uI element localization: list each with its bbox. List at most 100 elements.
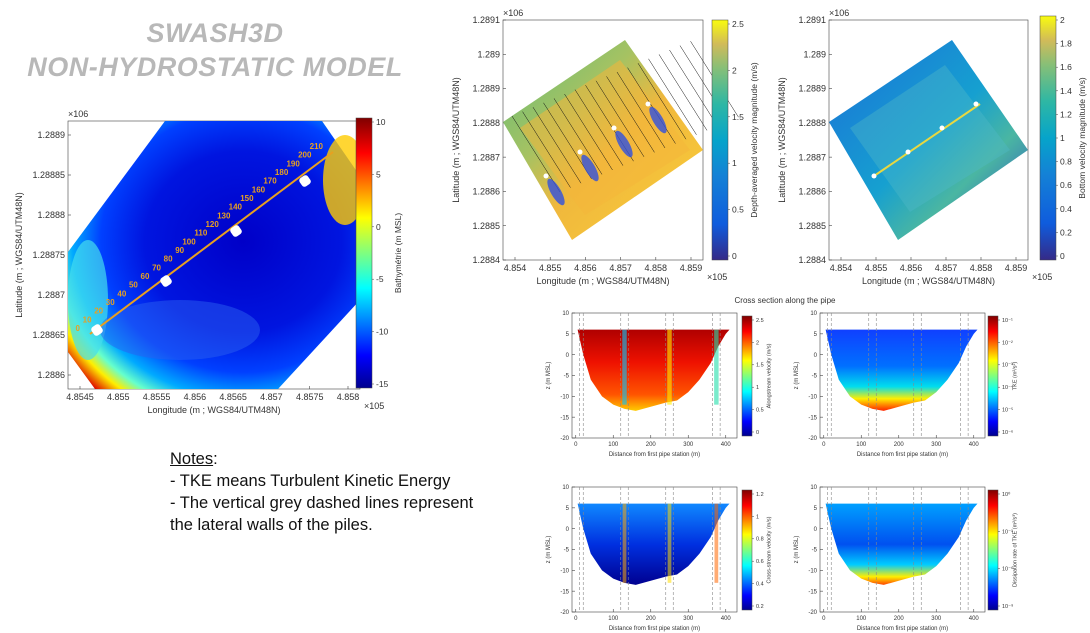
velocity-arrow xyxy=(532,107,582,184)
dissipation-ytick-label: 10 xyxy=(810,485,817,491)
pipe-station-label: 210 xyxy=(310,142,324,151)
depth-avg-velocity-xlabel: Longitude (m ; WGS84/UTM48N) xyxy=(536,276,669,286)
tke-xtick-label: 300 xyxy=(931,442,942,448)
bathymetry-colorbar-tick-label: 10 xyxy=(376,117,386,127)
bathymetry-xtick-label: 4.8565 xyxy=(219,392,247,402)
pipe-station-label: 160 xyxy=(252,185,266,194)
depth-avg-velocity-y-exponent: ×106 xyxy=(503,8,523,18)
depth-avg-velocity-xtick-label: 4.855 xyxy=(539,263,562,273)
pile-marker xyxy=(871,173,877,179)
bottom-velocity-colorbar-tick-label: 1.4 xyxy=(1060,86,1072,96)
tke-xtick-label: 200 xyxy=(894,442,905,448)
pipe-station-label: 180 xyxy=(275,168,289,177)
tke-chart: 0 100 200 300 400 10 5 0 -5 -10 -15 -20 Distance fro… xyxy=(794,311,1019,458)
tke-field xyxy=(825,329,978,411)
pipe-station-label: 10 xyxy=(83,315,92,324)
depth-avg-velocity-xtick-label: 4.854 xyxy=(504,263,527,273)
dissipation-xtick-label: 200 xyxy=(894,616,905,622)
pipe-station-label: 200 xyxy=(298,151,312,160)
tke-ytick-label: -10 xyxy=(808,394,817,400)
alongstream-field xyxy=(577,329,730,411)
alongstream-ytick-label: -15 xyxy=(560,415,569,421)
pile-marker xyxy=(973,101,979,107)
pile-marker xyxy=(939,125,945,131)
depth-avg-velocity-ytick-label: 1.2886 xyxy=(472,187,500,197)
cross-stream-colorbar-tick-label: 1.2 xyxy=(756,492,764,498)
alongstream-xtick-label: 0 xyxy=(574,442,578,448)
dissipation-xtick-label: 400 xyxy=(969,616,980,622)
pipe-station-label: 50 xyxy=(129,281,138,290)
depth-avg-velocity-chart: 4.854 4.855 4.856 4.857 4.858 4.8591.28911.28… xyxy=(451,8,759,286)
bathymetry-xtick-label: 4.855 xyxy=(107,392,130,402)
dissipation-ytick-label: -20 xyxy=(808,610,817,616)
dissipation-xlabel: Distance from first pipe station (m) xyxy=(857,626,948,632)
alongstream-colorbar-tick-label: 1 xyxy=(756,385,759,391)
depth-avg-velocity-ytick-label: 1.2889 xyxy=(472,84,500,94)
bathymetry-colorbar-tick-label: 5 xyxy=(376,169,381,179)
depth-avg-velocity-xtick-label: 4.858 xyxy=(645,263,668,273)
bottom-velocity-xtick-label: 4.854 xyxy=(830,263,853,273)
tke-ytick-label: 0 xyxy=(814,353,818,359)
bathymetry-shallow-patch xyxy=(68,240,108,360)
bathymetry-xtick-label: 4.8545 xyxy=(66,392,94,402)
pile-wake xyxy=(615,130,633,158)
cross-stream-colorbar-tick-label: 0.2 xyxy=(756,604,764,610)
bathymetry-x-exponent: ×105 xyxy=(364,401,384,411)
bathymetry-ytick-label: 1.2888 xyxy=(37,210,65,220)
cross-stream-xtick-label: 200 xyxy=(646,616,657,622)
pile-wake xyxy=(547,178,565,206)
bathymetry-colorbar-tick-label: -5 xyxy=(376,274,384,284)
dissipation-xtick-label: 300 xyxy=(931,616,942,622)
pile-marker xyxy=(645,101,651,107)
alongstream-pile-gap xyxy=(714,329,719,405)
title-line-2: NON-HYDROSTATIC MODEL xyxy=(27,52,403,82)
velocity-arrow xyxy=(595,80,645,157)
bathymetry-ylabel: Latitude (m ; WGS84/UTM48N) xyxy=(14,192,24,318)
tke-ytick-label: -5 xyxy=(812,374,818,380)
bathymetry-xtick-label: 4.858 xyxy=(337,392,360,402)
bottom-velocity-xtick-label: 4.857 xyxy=(935,263,958,273)
velocity-arrow xyxy=(522,111,571,188)
bathymetry-xtick-label: 4.857 xyxy=(260,392,283,402)
velocity-arrow xyxy=(669,49,718,127)
depth-avg-velocity-colorbar-tick-label: 2 xyxy=(732,65,737,75)
dissipation-ytick-label: -15 xyxy=(808,589,817,595)
pipe-station-label: 20 xyxy=(94,307,103,316)
dissipation-colorbar-tick-label: 10⁻⁹ xyxy=(1002,603,1013,610)
tke-colorbar-tick-label: 10⁻² xyxy=(1002,340,1013,346)
dissipation-xtick-label: 100 xyxy=(856,616,867,622)
bottom-velocity-xlabel: Longitude (m ; WGS84/UTM48N) xyxy=(862,276,995,286)
pile-marker xyxy=(905,149,911,155)
pipe-line xyxy=(89,151,334,335)
bottom-velocity-xtick-label: 4.859 xyxy=(1005,263,1028,273)
cross-stream-colorbar-tick-label: 0.4 xyxy=(756,582,764,588)
alongstream-pile-gap xyxy=(667,329,672,405)
dissipation-ytick-label: -5 xyxy=(812,548,818,554)
dissipation-colorbar-tick-label: 10⁻³ xyxy=(1002,529,1013,535)
depth-avg-velocity-axes-box xyxy=(502,19,704,261)
pipe-station-label: 190 xyxy=(286,159,300,168)
pipe-station-label: 40 xyxy=(117,289,126,298)
pipe-station-label: 140 xyxy=(229,203,243,212)
tke-colorbar-tick-label: 10⁻⁴ xyxy=(1002,384,1014,391)
title-line-1: SWASH3D xyxy=(146,18,284,48)
cross-stream-xtick-label: 300 xyxy=(683,616,694,622)
bottom-velocity-ytick-label: 1.2885 xyxy=(798,221,826,231)
pipe-station-label: 30 xyxy=(106,298,115,307)
bathymetry-shallow-patch xyxy=(100,300,260,360)
cross-stream-colorbar-tick-label: 0.8 xyxy=(756,537,764,543)
tke-colorbar-tick-label: 10⁻³ xyxy=(1002,363,1013,369)
tke-ylabel: z (m MSL) xyxy=(794,362,800,390)
bathymetry-ytick-label: 1.2889 xyxy=(37,130,65,140)
notes: Notes: - TKE means Turbulent Kinetic Ene… xyxy=(170,450,474,534)
alongstream-xlabel: Distance from first pipe station (m) xyxy=(609,452,700,458)
alongstream-xtick-label: 100 xyxy=(608,442,619,448)
dissipation-colorbar xyxy=(987,489,999,611)
bottom-velocity-ytick-label: 1.2888 xyxy=(798,118,826,128)
cross-stream-ytick-label: 0 xyxy=(566,527,570,533)
pipe-station-label: 170 xyxy=(263,177,277,186)
alongstream-xtick-label: 400 xyxy=(721,442,732,448)
tke-colorbar-tick-label: 10⁻¹ xyxy=(1002,318,1013,324)
bathymetry-colorbar-label: Bathymétrie (m MSL) xyxy=(393,213,403,293)
